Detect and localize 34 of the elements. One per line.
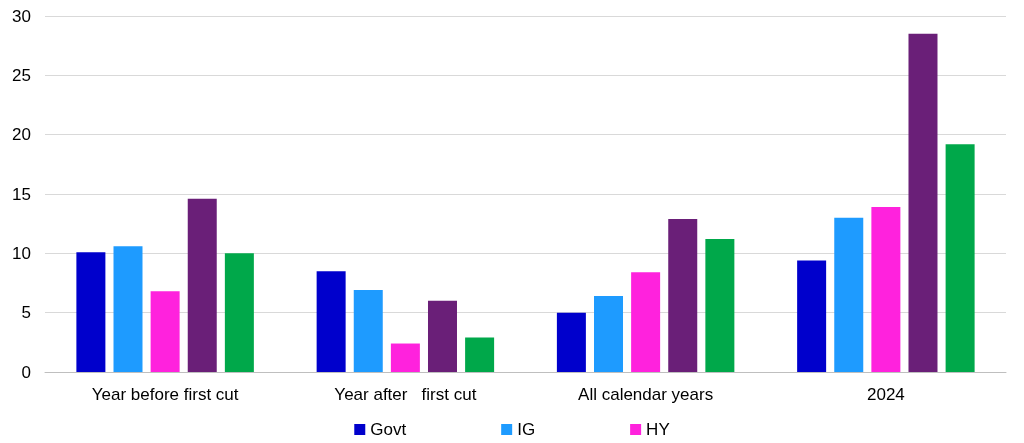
bar (150, 291, 180, 372)
bar (224, 253, 254, 372)
bar (834, 217, 864, 372)
bar (797, 260, 827, 372)
bar (76, 252, 106, 372)
x-tick-label: Year before first cut (91, 385, 239, 404)
y-tick-label: 10 (12, 243, 31, 263)
bar (316, 271, 346, 372)
bar (631, 272, 661, 372)
y-tick-label: 25 (12, 65, 31, 85)
bar (945, 144, 975, 372)
y-tick-label: 5 (21, 303, 31, 323)
x-tick-label: 2024 (866, 385, 905, 404)
bar (908, 33, 938, 372)
y-tick-label: 30 (12, 6, 31, 26)
bar (390, 343, 420, 372)
bar (556, 312, 586, 372)
bar (428, 300, 457, 372)
y-tick-label: 0 (21, 362, 31, 382)
bar (594, 296, 624, 372)
legend-label: HY (646, 420, 670, 439)
bar (705, 239, 735, 372)
bar (113, 246, 143, 372)
legend-label: Govt (370, 420, 407, 439)
bar (187, 198, 217, 372)
bar (465, 337, 495, 372)
x-tick-label: Year after first cut (334, 385, 477, 404)
x-tick-label: All calendar years (578, 385, 714, 404)
bar (353, 290, 383, 372)
bar (871, 207, 901, 372)
y-tick-label: 20 (12, 125, 31, 145)
bar (668, 218, 698, 372)
legend-label: IG (517, 420, 536, 439)
y-tick-label: 15 (12, 184, 31, 204)
